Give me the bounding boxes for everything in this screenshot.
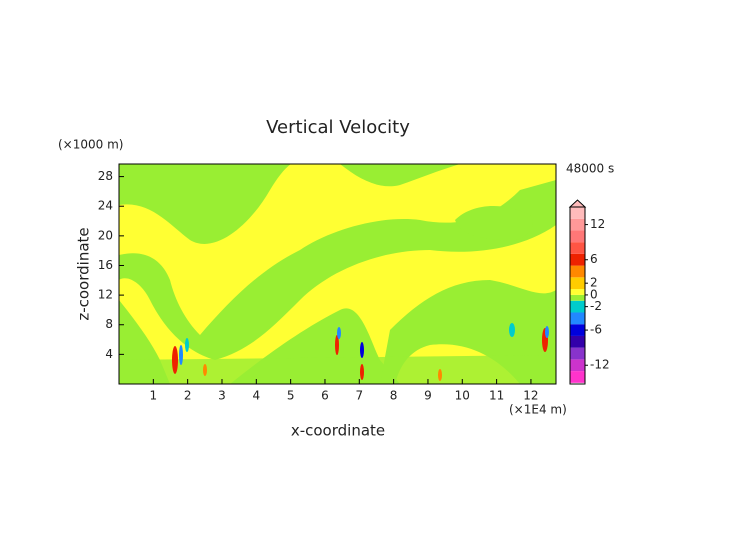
x-tick-label: 8 bbox=[390, 389, 398, 403]
colorbar-band bbox=[570, 335, 585, 348]
y-tick-label: 8 bbox=[105, 317, 113, 331]
colorbar-tick-label: 2 bbox=[590, 276, 598, 290]
y-unit: (×1000 m) bbox=[58, 138, 123, 152]
x-tick-label: 11 bbox=[489, 389, 504, 403]
colorbar-tick-label: -2 bbox=[590, 299, 602, 313]
colorbar-band bbox=[570, 312, 585, 325]
colorbar-tick-label: -6 bbox=[590, 323, 602, 337]
y-tick-label: 24 bbox=[98, 199, 113, 213]
colorbar-band bbox=[570, 242, 585, 254]
x-tick-label: 7 bbox=[355, 389, 363, 403]
colorbar-tick-label: 0 bbox=[590, 287, 598, 301]
x-unit: (×1E4 m) bbox=[509, 403, 567, 417]
colorbar-band bbox=[570, 218, 585, 231]
contour-field bbox=[119, 164, 556, 384]
y-tick-label: 4 bbox=[105, 347, 113, 361]
y-tick-label: 28 bbox=[98, 169, 113, 183]
colorbar-band bbox=[570, 265, 585, 278]
x-tick-label: 9 bbox=[424, 389, 432, 403]
y-tick-label: 16 bbox=[98, 258, 113, 272]
x-tick-label: 1 bbox=[150, 389, 158, 403]
colorbar-tick-label: -12 bbox=[590, 358, 610, 372]
x-tick-label: 2 bbox=[184, 389, 192, 403]
time-label: 48000 s bbox=[566, 162, 614, 176]
y-axis-label: z-coordinate bbox=[75, 227, 93, 320]
colorbar-band bbox=[570, 371, 585, 383]
x-tick-label: 5 bbox=[287, 389, 295, 403]
colorbar-overflow bbox=[568, 199, 587, 208]
x-tick-label: 10 bbox=[455, 389, 470, 403]
colorbar-band bbox=[570, 289, 585, 295]
colorbar-band bbox=[570, 359, 585, 372]
y-tick-label: 12 bbox=[98, 288, 113, 302]
colorbar-tick-label: 6 bbox=[590, 252, 598, 266]
colorbar-band bbox=[570, 294, 585, 301]
colorbar-band bbox=[570, 347, 585, 360]
x-tick-label: 4 bbox=[252, 389, 260, 403]
chart-title: Vertical Velocity bbox=[266, 117, 410, 138]
colorbar-tick-label: 12 bbox=[590, 217, 605, 231]
colorbar-band bbox=[570, 230, 585, 243]
colorbar-band bbox=[570, 253, 585, 266]
colorbar-band bbox=[570, 207, 585, 219]
colorbar-band bbox=[570, 324, 585, 336]
plot-frame bbox=[118, 163, 557, 385]
x-tick-label: 12 bbox=[523, 389, 538, 403]
colorbar-band bbox=[570, 277, 585, 290]
x-axis-label: x-coordinate bbox=[291, 422, 385, 440]
x-tick-label: 6 bbox=[321, 389, 329, 403]
y-tick-label: 20 bbox=[98, 228, 113, 242]
colorbar-band bbox=[570, 300, 585, 313]
x-tick-label: 3 bbox=[218, 389, 226, 403]
